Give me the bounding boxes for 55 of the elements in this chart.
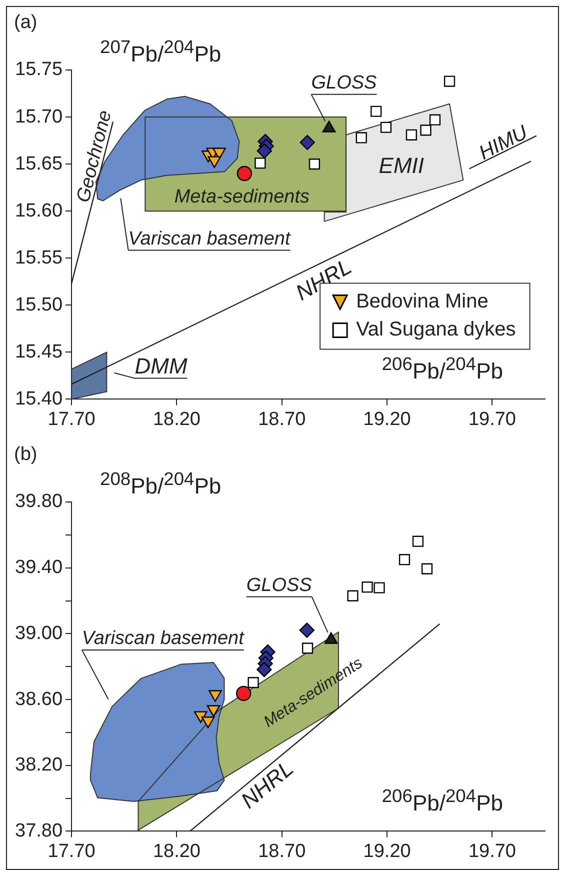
- y-tick-label: 15.70: [15, 106, 63, 128]
- chart-title: (a): [14, 12, 38, 34]
- point: [429, 114, 441, 126]
- y-axis-title: $^{208}$Pb/$^{204}$Pb: [100, 468, 222, 500]
- x-tick-label: 19.20: [363, 840, 411, 862]
- point: [206, 705, 220, 717]
- point: [208, 690, 222, 702]
- x-tick-label: 18.70: [258, 840, 306, 862]
- x-tick-label: 18.20: [152, 840, 200, 862]
- y-tick-label: 38.20: [15, 754, 63, 776]
- legend-label: Bedovina Mine: [356, 290, 488, 313]
- y-tick-label: 38.60: [15, 688, 63, 710]
- y-tick-label: 15.65: [15, 153, 63, 174]
- point: [236, 686, 252, 702]
- point: [256, 143, 272, 158]
- x-tick-label: 17.70: [48, 408, 96, 430]
- y-tick-label: 15.60: [15, 200, 63, 222]
- annotation: GLOSS: [311, 72, 378, 94]
- y-tick-label: 39.80: [15, 491, 63, 512]
- y-axis-title: $^{207}$Pb/$^{204}$Pb: [100, 36, 222, 68]
- point: [201, 716, 215, 728]
- point: [420, 124, 432, 136]
- y-tick-label: 15.50: [15, 294, 63, 316]
- x-axis-title: $^{206}$Pb/$^{204}$Pb: [382, 352, 503, 384]
- annotation: EMII: [378, 152, 424, 178]
- point: [254, 158, 266, 169]
- y-tick-label: 39.40: [15, 557, 63, 578]
- x-tick-label: 18.70: [258, 408, 306, 430]
- point: [300, 134, 315, 150]
- y-tick-label: 15.55: [15, 247, 63, 268]
- point: [308, 158, 320, 170]
- x-tick-label: 19.70: [468, 840, 516, 862]
- x-tick-label: 18.20: [152, 408, 200, 430]
- x-tick-label: 17.70: [48, 840, 96, 862]
- x-tick-label: 19.70: [468, 408, 516, 430]
- x-tick-label: 19.20: [363, 408, 411, 430]
- point: [299, 622, 315, 638]
- x-axis-title: $^{206}$Pb/$^{204}$Pb: [382, 784, 503, 816]
- annotation: Variscan basement: [82, 628, 245, 650]
- y-tick-label: 39.00: [15, 622, 63, 644]
- annotation: Meta-sediments: [174, 186, 310, 208]
- annotation: GLOSS: [246, 575, 312, 596]
- point: [236, 166, 252, 182]
- annotation: Variscan basement: [128, 228, 291, 250]
- y-tick-label: 15.45: [15, 341, 63, 362]
- point: [406, 129, 417, 140]
- point: [194, 711, 208, 723]
- chart-title: (b): [14, 444, 38, 466]
- y-tick-label: 37.80: [15, 820, 63, 842]
- legend-label: Val Sugana dykes: [356, 318, 516, 341]
- y-tick-label: 15.75: [15, 59, 63, 80]
- point: [380, 122, 392, 133]
- point: [356, 132, 367, 144]
- y-tick-label: 15.40: [15, 388, 63, 410]
- annotation: DMM: [134, 353, 188, 378]
